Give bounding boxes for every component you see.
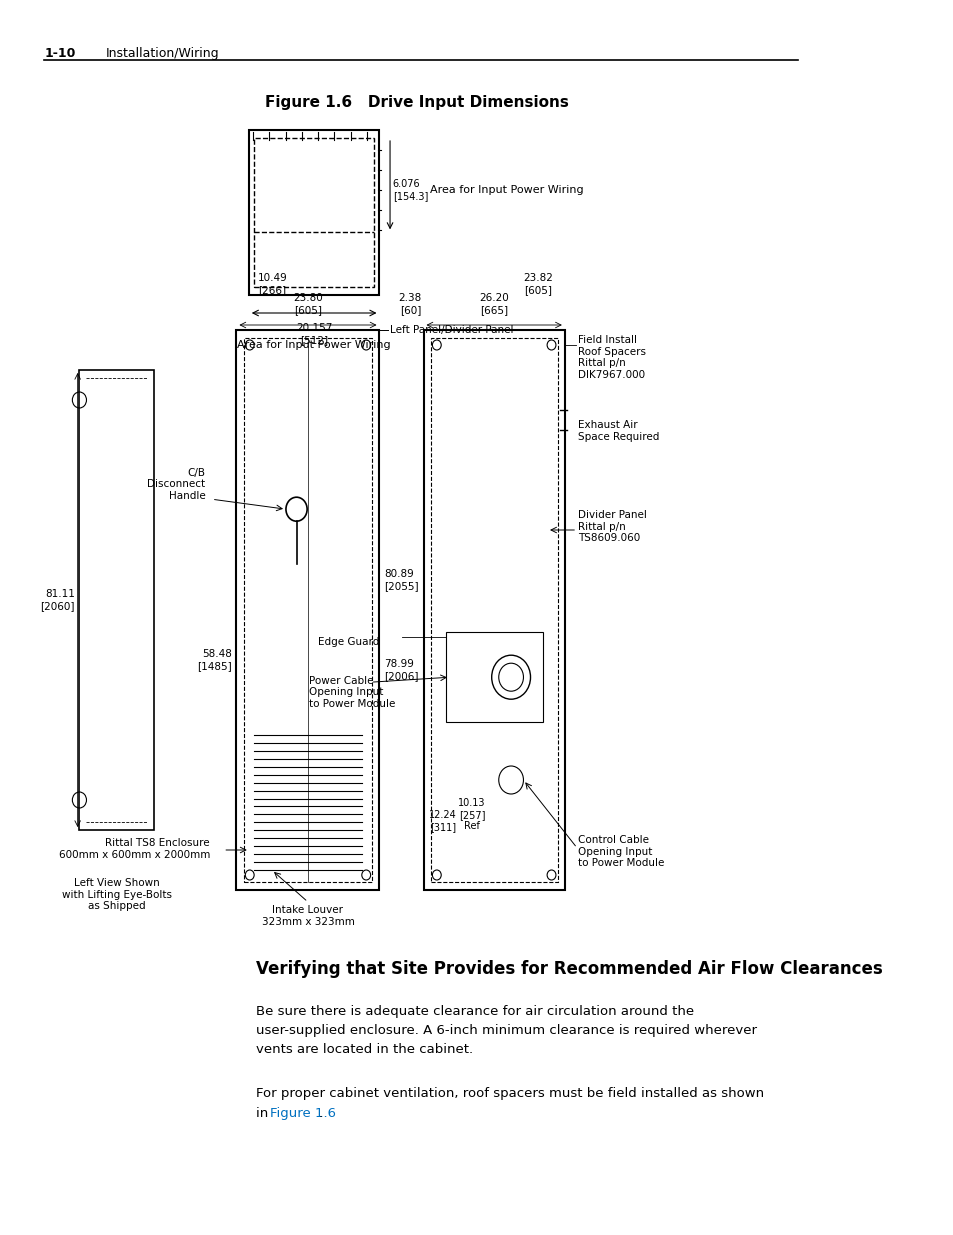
Text: 78.99
[2006]: 78.99 [2006] xyxy=(383,659,418,680)
Text: Divider Panel
Rittal p/n
TS8609.060: Divider Panel Rittal p/n TS8609.060 xyxy=(578,510,646,543)
Text: 23.80
[605]: 23.80 [605] xyxy=(293,294,322,315)
Text: 1-10: 1-10 xyxy=(44,47,75,61)
Text: Be sure there is adequate clearance for air circulation around the
user-supplied: Be sure there is adequate clearance for … xyxy=(255,1005,756,1056)
Text: 6.076
[154.3]: 6.076 [154.3] xyxy=(393,179,428,201)
Text: Edge Guard: Edge Guard xyxy=(317,637,378,647)
Bar xyxy=(243,338,372,882)
Text: Verifying that Site Provides for Recommended Air Flow Clearances: Verifying that Site Provides for Recomme… xyxy=(255,960,882,978)
Text: in: in xyxy=(255,1107,273,1120)
Text: 20.157
[512]: 20.157 [512] xyxy=(295,324,332,345)
Text: Left Panel/Divider Panel: Left Panel/Divider Panel xyxy=(390,325,513,335)
Text: Installation/Wiring: Installation/Wiring xyxy=(106,47,219,61)
Text: 58.48
[1485]: 58.48 [1485] xyxy=(197,650,232,671)
Text: C/B
Disconnect
Handle: C/B Disconnect Handle xyxy=(148,468,206,501)
Text: 10.13
[257]
Ref: 10.13 [257] Ref xyxy=(457,798,485,831)
Text: 2.38
[60]: 2.38 [60] xyxy=(398,294,421,315)
Text: Area for Input Power Wiring: Area for Input Power Wiring xyxy=(237,340,391,350)
Bar xyxy=(79,370,154,830)
Text: Control Cable
Opening Input
to Power Module: Control Cable Opening Input to Power Mod… xyxy=(578,835,663,868)
Text: 10.49
[266]: 10.49 [266] xyxy=(257,273,287,295)
Bar xyxy=(236,330,379,890)
Bar xyxy=(430,338,558,882)
Text: Field Install
Roof Spacers
Rittal p/n
DIK7967.000: Field Install Roof Spacers Rittal p/n DI… xyxy=(578,335,645,380)
Text: Figure 1.6: Figure 1.6 xyxy=(271,1107,336,1120)
Text: 81.11
[2060]: 81.11 [2060] xyxy=(40,589,75,611)
Text: Power Cable
Opening Input
to Power Module: Power Cable Opening Input to Power Modul… xyxy=(309,676,395,709)
Bar xyxy=(253,138,374,287)
Text: 26.20
[665]: 26.20 [665] xyxy=(478,294,509,315)
Text: Exhaust Air
Space Required: Exhaust Air Space Required xyxy=(578,420,659,442)
Bar xyxy=(423,330,564,890)
Text: For proper cabinet ventilation, roof spacers must be field installed as shown: For proper cabinet ventilation, roof spa… xyxy=(255,1087,763,1100)
Text: 80.89
[2055]: 80.89 [2055] xyxy=(383,569,418,590)
Text: 23.82
[605]: 23.82 [605] xyxy=(523,273,553,295)
Bar xyxy=(445,632,542,722)
Text: 12.24
[311]: 12.24 [311] xyxy=(429,810,456,831)
Text: Figure 1.6   Drive Input Dimensions: Figure 1.6 Drive Input Dimensions xyxy=(264,95,568,110)
Text: Rittal TS8 Enclosure
600mm x 600mm x 2000mm: Rittal TS8 Enclosure 600mm x 600mm x 200… xyxy=(58,839,210,860)
Text: .: . xyxy=(318,1107,323,1120)
Text: Intake Louver
323mm x 323mm: Intake Louver 323mm x 323mm xyxy=(261,905,354,926)
Bar xyxy=(249,130,379,295)
Text: Left View Shown
with Lifting Eye-Bolts
as Shipped: Left View Shown with Lifting Eye-Bolts a… xyxy=(62,878,172,911)
Text: Area for Input Power Wiring: Area for Input Power Wiring xyxy=(429,185,583,195)
